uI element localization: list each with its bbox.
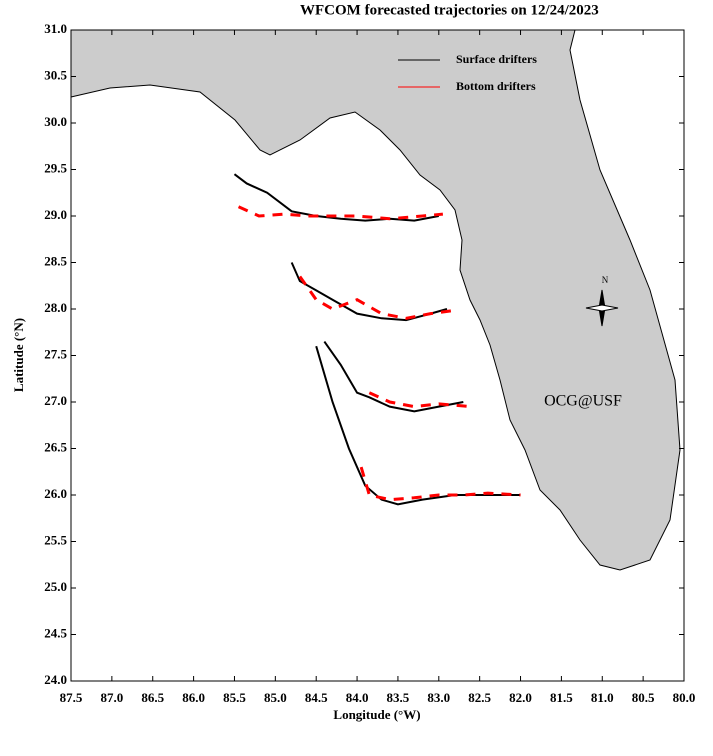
y-tick-label: 30.0 [44, 114, 67, 129]
surface-track [233, 173, 439, 222]
chart-title: WFCOM forecasted trajectories on 12/24/2… [300, 2, 599, 18]
y-tick-label: 26.0 [44, 486, 67, 501]
y-tick-label: 27.0 [44, 393, 67, 408]
annotation: OCG@USF [544, 393, 622, 410]
bottom-track [359, 466, 521, 502]
y-tick-label: 24.0 [44, 672, 67, 687]
x-tick-label: 85.0 [264, 690, 287, 705]
legend-label: Bottom drifters [456, 79, 536, 93]
compass [585, 289, 619, 327]
land [70, 29, 681, 571]
x-tick-label: 82.0 [509, 690, 532, 705]
y-tick-label: 26.5 [44, 439, 67, 454]
y-tick-label: 28.0 [44, 300, 67, 315]
x-tick-label: 80.5 [632, 690, 655, 705]
x-tick-label: 80.0 [673, 690, 696, 705]
y-tick-label: 31.0 [44, 21, 67, 36]
surface-track [323, 340, 464, 413]
x-tick-label: 84.5 [305, 690, 328, 705]
y-axis-label: Latitude (°N) [11, 318, 26, 392]
bottom-track [298, 275, 452, 320]
x-axis-label: Longitude (°W) [333, 707, 420, 722]
y-tick-label: 25.0 [44, 579, 67, 594]
y-tick-label: 24.5 [44, 625, 67, 640]
x-tick-label: 83.0 [427, 690, 450, 705]
y-tick-label: 25.5 [44, 532, 67, 547]
y-tick-label: 27.5 [44, 346, 67, 361]
y-tick-label: 29.0 [44, 207, 67, 222]
x-tick-label: 86.5 [141, 690, 164, 705]
y-tick-label: 29.5 [44, 160, 67, 175]
x-tick-label: 84.0 [346, 690, 369, 705]
x-tick-label: 81.0 [591, 690, 614, 705]
surface-track [315, 345, 521, 506]
x-tick-label: 85.5 [223, 690, 246, 705]
bottom-track [237, 205, 444, 221]
legend-label: Surface drifters [456, 52, 537, 66]
y-tick-label: 30.5 [44, 67, 67, 82]
compass-label: N [602, 275, 609, 285]
x-tick-label: 87.0 [100, 690, 123, 705]
y-tick-label: 28.5 [44, 253, 67, 268]
surface-track [290, 262, 448, 322]
x-tick-label: 86.0 [182, 690, 205, 705]
x-tick-label: 83.5 [387, 690, 410, 705]
x-tick-label: 87.5 [60, 690, 83, 705]
x-tick-label: 82.5 [468, 690, 491, 705]
x-tick-label: 81.5 [550, 690, 573, 705]
